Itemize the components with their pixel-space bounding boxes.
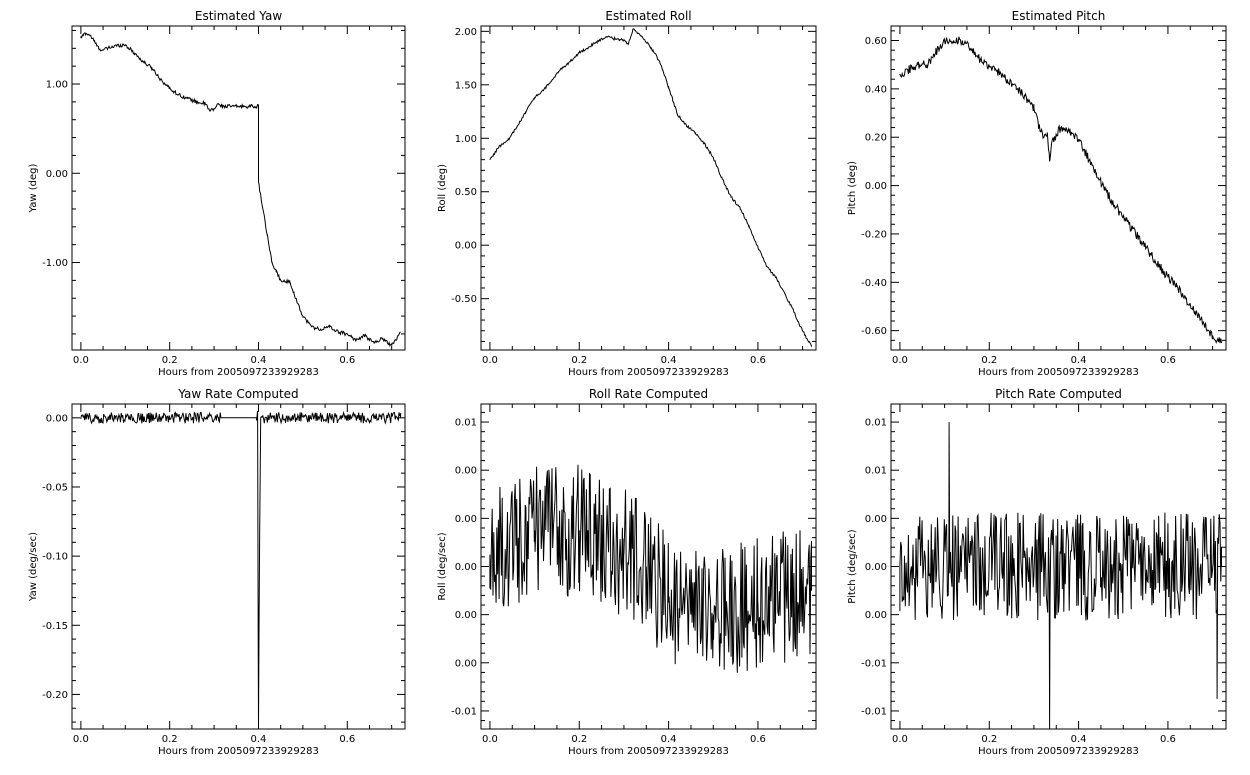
- y-tick-label: -0.01: [451, 706, 477, 717]
- chart-panel-roll: Estimated Roll 0.0 0.2 0.4 0.6 2.00 1.50 1.00 0.…: [437, 9, 817, 378]
- chart-title: Pitch Rate Computed: [995, 387, 1122, 401]
- series-line: [489, 28, 812, 347]
- x-tick-label: 0.6: [1160, 355, 1176, 366]
- x-axis-label: Hours from 2005097233929283: [978, 367, 1139, 378]
- y-tick-label: 0.01: [865, 466, 887, 477]
- y-tick-label: 0.20: [865, 133, 887, 144]
- y-tick-label: 0.01: [865, 418, 887, 429]
- x-tick-label: 0.6: [1160, 734, 1176, 745]
- plot-frame: [71, 403, 406, 730]
- x-tick-label: 0.0: [482, 355, 498, 366]
- y-tick-label: 0.00: [46, 169, 68, 180]
- x-axis-label: Hours from 2005097233929283: [568, 746, 729, 757]
- y-tick-label: 0.00: [865, 610, 887, 621]
- chart-panel-yaw: Estimated Yaw 0.0 0.2 0.4 0.6 1.00 0.00 -1.00 Ho…: [28, 9, 406, 378]
- y-tick-label: -0.01: [861, 706, 887, 717]
- y-tick-label: 0.00: [865, 562, 887, 573]
- y-axis-label: Roll (deg/sec): [437, 532, 448, 600]
- chart-title: Roll Rate Computed: [589, 387, 708, 401]
- x-tick-label: 0.2: [162, 734, 178, 745]
- y-tick-label: 0.01: [455, 418, 477, 429]
- y-axis-label: Yaw (deg/sec): [28, 532, 39, 602]
- series-line: [80, 410, 402, 723]
- x-tick-label: 0.2: [571, 355, 587, 366]
- x-tick-label: 0.4: [1071, 734, 1087, 745]
- y-tick-label: 1.00: [46, 80, 68, 91]
- y-tick-label: -0.60: [861, 326, 887, 337]
- y-tick-label: 0.40: [865, 84, 887, 95]
- series-line: [489, 464, 812, 673]
- y-axis-label: Pitch (deg/sec): [847, 529, 858, 604]
- chart-title: Estimated Pitch: [1012, 9, 1106, 23]
- y-tick-label: 0.00: [455, 610, 477, 621]
- y-tick-label: 0.60: [865, 36, 887, 47]
- x-tick-label: 0.4: [1071, 355, 1087, 366]
- y-axis-label: Pitch (deg): [847, 161, 858, 215]
- chart-title: Estimated Roll: [605, 9, 691, 23]
- x-tick-label: 0.2: [981, 734, 997, 745]
- x-tick-label: 0.2: [571, 734, 587, 745]
- x-tick-label: 0.0: [892, 355, 908, 366]
- y-tick-label: 0.00: [455, 658, 477, 669]
- y-tick-label: -0.05: [42, 482, 68, 493]
- y-axis-label: Roll (deg): [437, 164, 448, 212]
- x-tick-label: 0.0: [482, 734, 498, 745]
- y-tick-label: -0.20: [861, 229, 887, 240]
- x-tick-label: 0.0: [73, 734, 89, 745]
- plot-frame: [890, 25, 1227, 351]
- y-tick-label: 0.00: [865, 514, 887, 525]
- y-tick-label: 0.00: [455, 514, 477, 525]
- y-tick-label: -0.20: [42, 690, 68, 701]
- y-tick-label: -0.01: [861, 658, 887, 669]
- chart-title: Estimated Yaw: [195, 9, 282, 23]
- x-tick-label: 0.0: [892, 734, 908, 745]
- x-tick-label: 0.4: [251, 734, 267, 745]
- y-tick-label: -0.40: [861, 278, 887, 289]
- y-tick-label: 0.00: [455, 466, 477, 477]
- x-tick-label: 0.2: [981, 355, 997, 366]
- x-tick-label: 0.4: [661, 355, 677, 366]
- x-axis-label: Hours from 2005097233929283: [568, 367, 729, 378]
- chart-title: Yaw Rate Computed: [177, 387, 298, 401]
- plot-frame: [480, 25, 817, 351]
- x-tick-label: 0.6: [339, 355, 355, 366]
- y-axis-label: Yaw (deg): [28, 163, 39, 213]
- x-tick-label: 0.4: [661, 734, 677, 745]
- x-tick-label: 0.6: [750, 355, 766, 366]
- chart-panel-pitch: Estimated Pitch 0.0 0.2 0.4 0.6 0.60 0.40 0.20 0…: [847, 9, 1227, 378]
- x-axis-label: Hours from 2005097233929283: [978, 746, 1139, 757]
- x-tick-label: 0.4: [251, 355, 267, 366]
- y-tick-label: -0.50: [451, 294, 477, 305]
- series-line: [899, 36, 1222, 344]
- x-tick-label: 0.0: [73, 355, 89, 366]
- y-tick-label: 1.00: [455, 134, 477, 145]
- y-tick-label: -0.10: [42, 552, 68, 563]
- y-tick-label: -1.00: [42, 258, 68, 269]
- chart-panel-yawrate: Yaw Rate Computed 0.0 0.2 0.4 0.6 0.00 -0.05 -0…: [28, 387, 406, 757]
- y-tick-label: 0.50: [455, 187, 477, 198]
- y-tick-label: 1.50: [455, 80, 477, 91]
- x-axis-label: Hours from 2005097233929283: [158, 367, 319, 378]
- chart-panel-rollrate: Roll Rate Computed 0.0 0.2 0.4 0.6 0.01 0.00 0.…: [437, 387, 817, 757]
- x-tick-label: 0.2: [162, 355, 178, 366]
- series-line: [899, 422, 1222, 729]
- y-tick-label: 0.00: [455, 562, 477, 573]
- y-tick-label: 0.00: [455, 241, 477, 252]
- plot-frame: [71, 25, 406, 351]
- y-tick-label: 0.00: [865, 181, 887, 192]
- x-tick-label: 0.6: [750, 734, 766, 745]
- x-tick-label: 0.6: [339, 734, 355, 745]
- y-tick-label: 2.00: [455, 27, 477, 38]
- x-axis-label: Hours from 2005097233929283: [158, 746, 319, 757]
- y-tick-label: -0.15: [42, 621, 68, 632]
- series-line: [80, 32, 401, 348]
- y-tick-label: 0.00: [46, 413, 68, 424]
- chart-panel-pitchrate: Pitch Rate Computed 0.0 0.2 0.4 0.6 0.01 0.01 0…: [847, 387, 1227, 757]
